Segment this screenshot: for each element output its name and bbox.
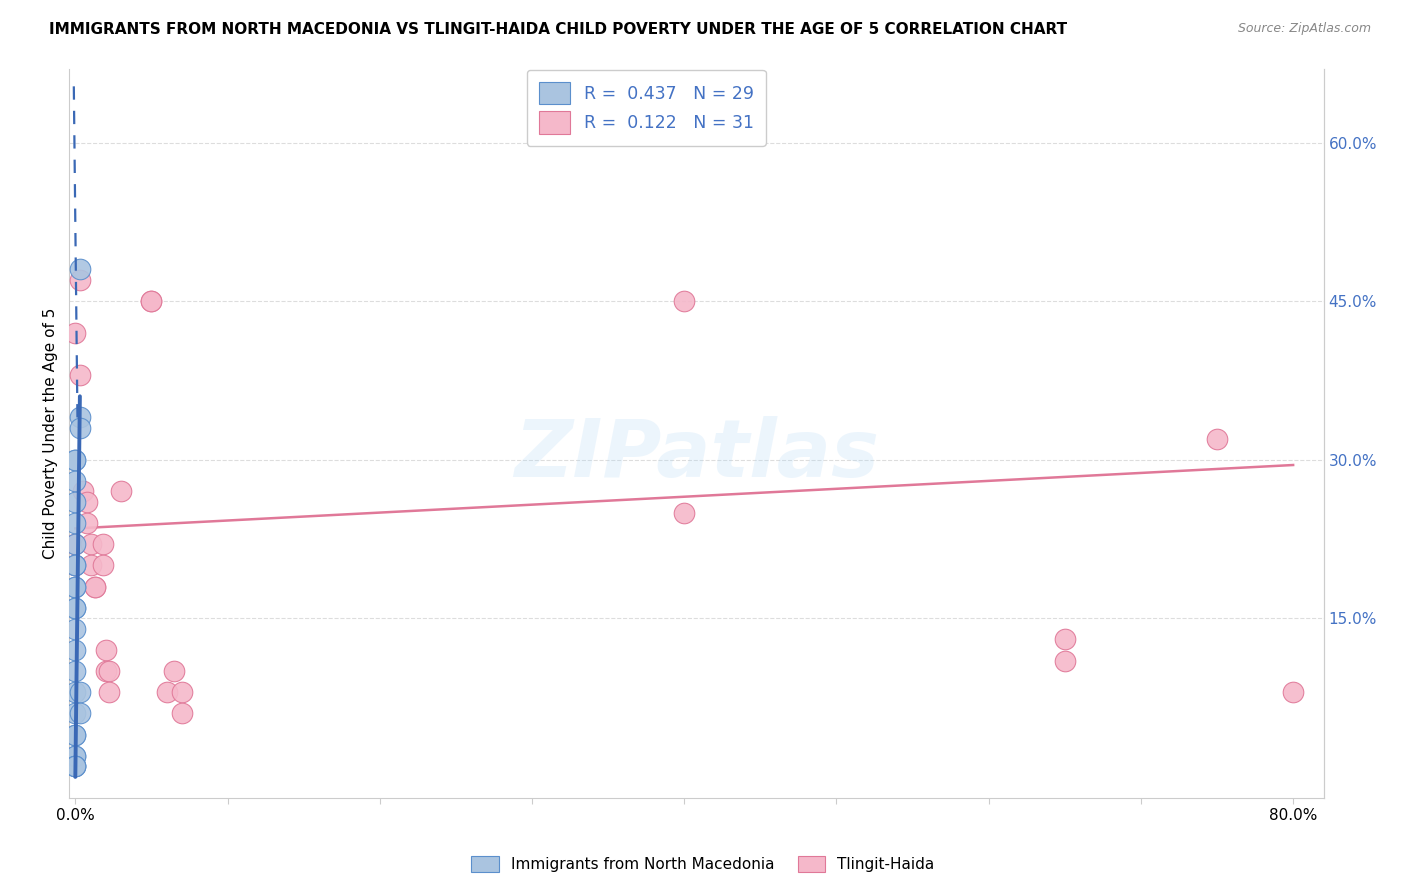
Point [110,484,132,499]
Point [91,537,114,551]
Legend: Immigrants from North Macedonia, Tlingit-Haida: Immigrants from North Macedonia, Tlingit… [464,848,942,880]
Point [72,484,94,499]
Point [141,294,163,309]
Point [65,558,87,573]
Point [141,294,163,309]
Point [673,294,696,309]
Legend: R =  0.437   N = 29, R =  0.122   N = 31: R = 0.437 N = 29, R = 0.122 N = 31 [526,70,766,145]
Point [65,495,87,509]
Point [65,728,87,742]
Point [94,664,117,678]
Point [65,580,87,594]
Point [65,600,87,615]
Point [84,580,107,594]
Point [69,368,91,383]
Point [97,685,120,699]
Point [76,495,98,509]
Point [69,273,91,287]
Point [65,728,87,742]
Point [163,664,186,678]
Point [79,558,101,573]
Point [94,643,117,657]
Point [65,685,87,699]
Point [65,759,87,773]
Point [65,600,87,615]
Point [69,262,91,277]
Point [65,664,87,678]
Point [69,410,91,425]
Point [1053,654,1076,668]
Point [170,685,193,699]
Point [76,516,98,531]
Y-axis label: Child Poverty Under the Age of 5: Child Poverty Under the Age of 5 [44,308,58,559]
Point [673,506,696,520]
Point [65,558,87,573]
Point [65,759,87,773]
Point [65,516,87,531]
Point [65,706,87,721]
Point [79,537,101,551]
Point [65,452,87,467]
Point [1282,685,1305,699]
Point [170,706,193,721]
Point [65,748,87,763]
Point [65,580,87,594]
Point [1206,432,1229,446]
Point [65,558,87,573]
Point [156,685,179,699]
Point [65,474,87,488]
Text: Source: ZipAtlas.com: Source: ZipAtlas.com [1237,22,1371,36]
Point [65,452,87,467]
Point [91,558,114,573]
Point [84,580,107,594]
Point [65,537,87,551]
Point [1053,632,1076,647]
Point [97,664,120,678]
Point [65,759,87,773]
Text: IMMIGRANTS FROM NORTH MACEDONIA VS TLINGIT-HAIDA CHILD POVERTY UNDER THE AGE OF : IMMIGRANTS FROM NORTH MACEDONIA VS TLING… [49,22,1067,37]
Point [65,748,87,763]
Text: ZIPatlas: ZIPatlas [515,417,879,494]
Point [69,706,91,721]
Point [65,622,87,636]
Point [69,685,91,699]
Point [69,421,91,435]
Point [65,643,87,657]
Point [65,537,87,551]
Point [65,326,87,340]
